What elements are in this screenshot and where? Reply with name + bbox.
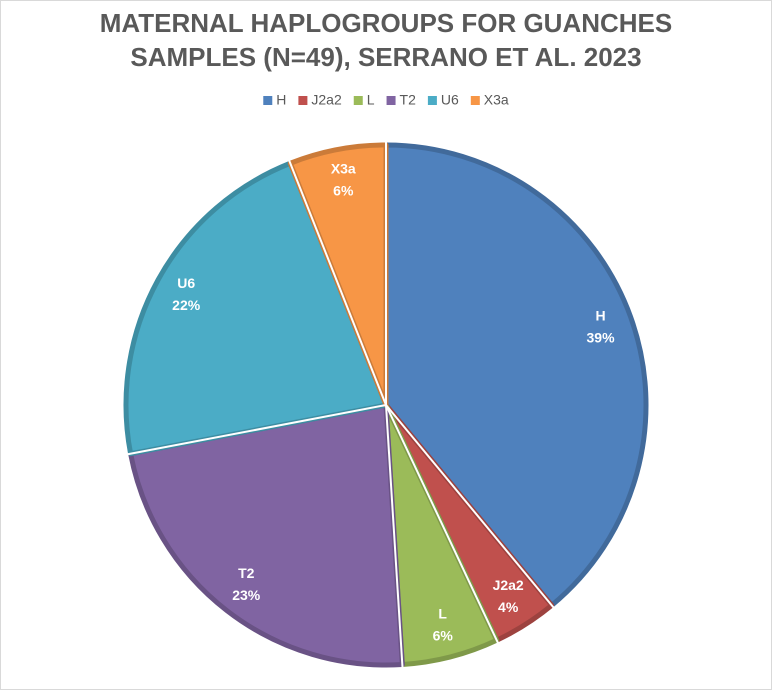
legend-label: T2 xyxy=(400,92,417,108)
legend-label: L xyxy=(367,92,375,108)
pie-slice xyxy=(383,142,649,608)
data-label-value: 6% xyxy=(433,628,454,644)
legend-swatch xyxy=(298,96,308,105)
data-label-value: 23% xyxy=(232,587,261,603)
legend-swatch xyxy=(353,96,363,105)
data-label-value: 22% xyxy=(172,297,201,313)
slice-separator xyxy=(385,404,499,644)
chart-title: MATERNAL HAPLOGROUPS FOR GUANCHES SAMPLE… xyxy=(99,8,673,72)
legend-label: H xyxy=(276,92,286,108)
pie-slice xyxy=(123,160,389,457)
data-label-category: T2 xyxy=(238,565,255,581)
slice-separator xyxy=(385,404,555,609)
legend-label: U6 xyxy=(441,92,459,108)
legend-label: X3a xyxy=(484,92,509,108)
slice-separator xyxy=(288,160,387,406)
data-label-value: 6% xyxy=(333,183,354,199)
slice-separator xyxy=(385,404,404,668)
data-label-category: X3a xyxy=(331,161,356,177)
pie-slice xyxy=(128,402,405,668)
legend: H J2a2 L T2 U6 X3a xyxy=(263,92,509,108)
data-labels: H 39% J2a2 4% L 6% T2 23% U6 22% X3a 6% xyxy=(172,161,615,644)
slice-separator xyxy=(127,404,387,456)
data-label-value: 4% xyxy=(498,599,519,615)
data-label-category: L xyxy=(438,606,447,622)
data-label-category: J2a2 xyxy=(493,577,524,593)
legend-label: J2a2 xyxy=(311,92,342,108)
data-label-value: 39% xyxy=(587,329,616,345)
legend-swatch xyxy=(427,96,437,105)
slices xyxy=(123,142,649,668)
legend-swatch xyxy=(470,96,480,105)
legend-swatch xyxy=(386,96,396,105)
data-label-category: H xyxy=(595,307,605,323)
legend-swatch xyxy=(263,96,273,105)
data-label-category: U6 xyxy=(177,275,195,291)
